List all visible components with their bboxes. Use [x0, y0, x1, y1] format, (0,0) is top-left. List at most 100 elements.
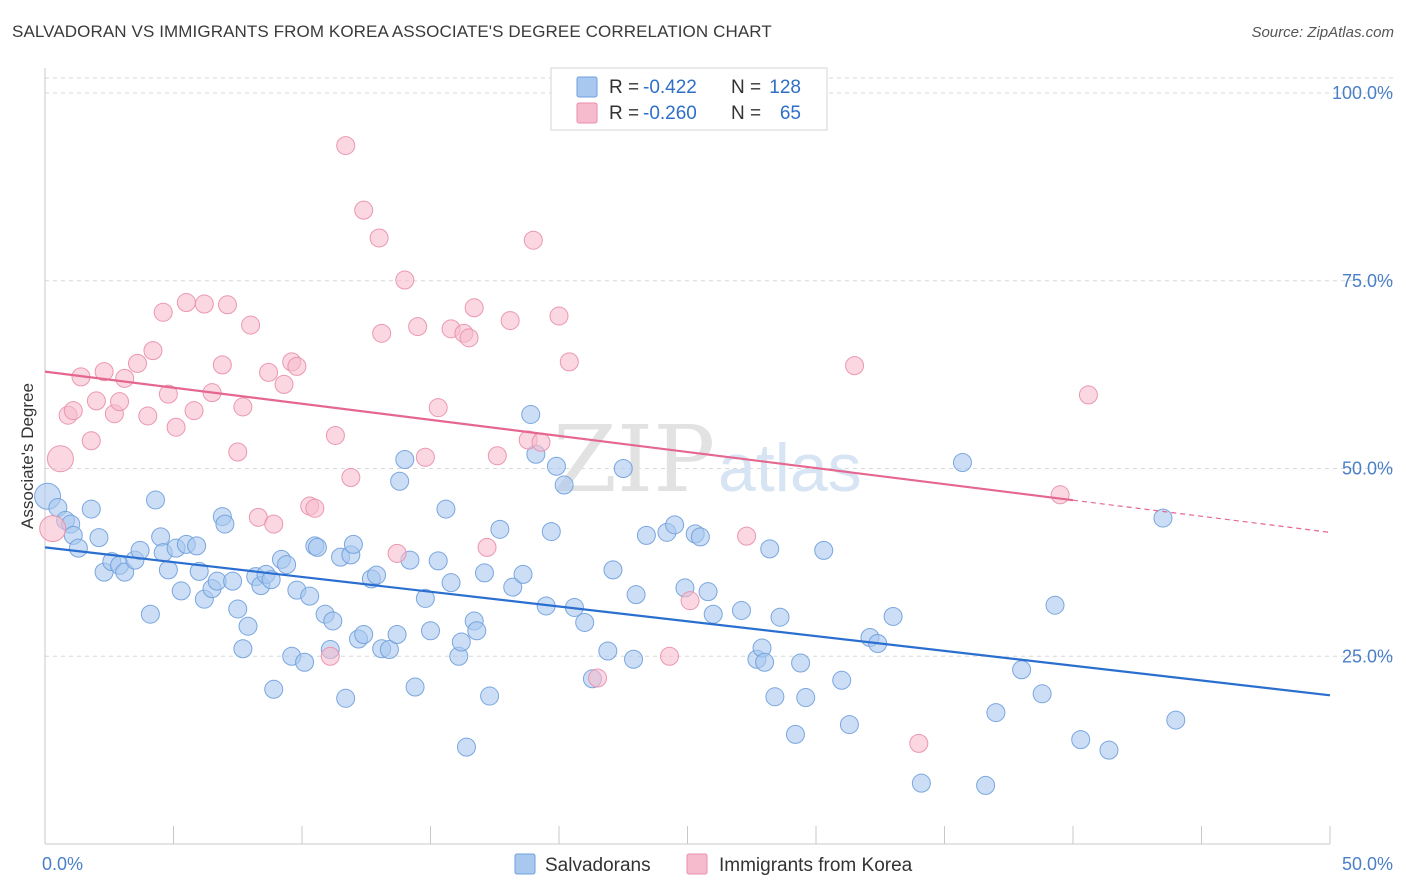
- data-point: [128, 353, 148, 373]
- data-point: [323, 611, 343, 631]
- data-point: [176, 293, 196, 313]
- data-point: [187, 536, 207, 556]
- data-point: [379, 639, 399, 659]
- data-point: [158, 384, 178, 404]
- y-tick-label: 75.0%: [1342, 271, 1393, 291]
- data-point: [336, 136, 356, 156]
- data-point: [241, 315, 261, 335]
- data-point: [372, 323, 392, 343]
- data-point: [832, 670, 852, 690]
- data-point: [441, 573, 461, 593]
- data-point: [785, 724, 805, 744]
- data-point: [238, 616, 258, 636]
- data-point: [490, 519, 510, 539]
- data-point: [305, 498, 325, 518]
- data-point: [89, 528, 109, 548]
- data-point: [456, 737, 476, 757]
- legend-r-value: -0.422: [643, 77, 697, 98]
- data-point: [598, 641, 618, 661]
- data-point: [233, 397, 253, 417]
- data-point: [986, 703, 1006, 723]
- data-point: [755, 652, 775, 672]
- data-point: [223, 571, 243, 591]
- axes: [44, 68, 1331, 845]
- data-point: [354, 200, 374, 220]
- y-tick-label: 25.0%: [1342, 646, 1393, 666]
- legend-n-value: 65: [780, 103, 801, 124]
- legend-n-value: 128: [769, 77, 801, 98]
- data-point: [796, 688, 816, 708]
- data-point: [500, 311, 520, 331]
- data-point: [467, 621, 487, 641]
- data-point: [839, 715, 859, 735]
- data-point: [143, 341, 163, 361]
- data-point: [546, 456, 566, 476]
- data-point: [487, 446, 507, 466]
- data-point: [603, 560, 623, 580]
- data-point: [46, 445, 74, 473]
- legend-swatch-blue: [576, 76, 598, 98]
- data-point: [63, 401, 83, 421]
- data-point: [459, 328, 479, 348]
- data-point: [845, 356, 865, 376]
- data-point: [626, 585, 646, 605]
- bottom-legend: Salvadorans Immigrants from Korea: [514, 853, 913, 876]
- data-point: [909, 733, 929, 753]
- data-point: [343, 534, 363, 554]
- x-tick-label: 50.0%: [1342, 854, 1393, 874]
- data-point: [513, 564, 533, 584]
- data-point: [295, 652, 315, 672]
- data-point: [428, 551, 448, 571]
- data-point: [451, 632, 471, 652]
- data-point: [765, 687, 785, 707]
- trend-line: [44, 370, 1074, 502]
- data-point: [390, 471, 410, 491]
- data-point: [94, 362, 114, 382]
- data-point: [405, 677, 425, 697]
- data-point: [387, 624, 407, 644]
- watermark: ZIP atlas: [553, 406, 862, 513]
- data-point: [194, 294, 214, 314]
- y-tick-label: 100.0%: [1332, 83, 1393, 103]
- data-point: [554, 475, 574, 495]
- data-point: [287, 356, 307, 376]
- data-point: [336, 688, 356, 708]
- data-point: [464, 298, 484, 318]
- data-point: [541, 522, 561, 542]
- data-point: [86, 391, 106, 411]
- data-point: [395, 270, 415, 290]
- data-point: [367, 565, 387, 585]
- data-point: [911, 773, 931, 793]
- data-point: [146, 490, 166, 510]
- data-point: [480, 686, 500, 706]
- data-point: [39, 515, 67, 543]
- watermark-atlas: atlas: [718, 430, 862, 506]
- data-point: [549, 306, 569, 326]
- chart-source: Source: ZipAtlas.com: [1251, 24, 1394, 41]
- data-point: [68, 538, 88, 558]
- y-axis-label: Associate's Degree: [18, 383, 37, 529]
- data-point: [731, 600, 751, 620]
- data-point: [636, 525, 656, 545]
- data-point: [436, 499, 456, 519]
- data-point: [474, 563, 494, 583]
- data-point: [264, 679, 284, 699]
- data-point: [1166, 710, 1186, 730]
- data-point: [883, 606, 903, 626]
- data-point: [1050, 485, 1070, 505]
- bottom-legend-swatch-pink: [686, 853, 708, 875]
- data-point: [277, 555, 297, 575]
- data-point: [415, 588, 435, 608]
- data-point: [531, 432, 551, 452]
- data-point: [153, 302, 173, 322]
- data-point: [503, 577, 523, 597]
- data-point: [477, 537, 497, 557]
- data-point: [395, 449, 415, 469]
- data-point: [814, 540, 834, 560]
- data-point: [703, 604, 723, 624]
- bottom-legend-label: Immigrants from Korea: [719, 855, 913, 876]
- data-point: [428, 398, 448, 418]
- data-point: [690, 527, 710, 547]
- trend-line-extension: [1072, 499, 1331, 533]
